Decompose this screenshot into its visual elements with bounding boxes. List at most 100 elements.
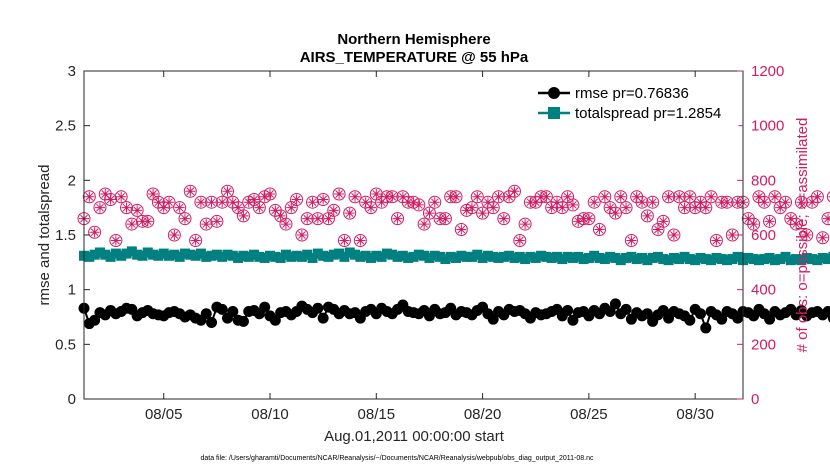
totalspread-point xyxy=(169,249,180,260)
y-tick-label: 1 xyxy=(68,282,76,299)
totalspread-point xyxy=(594,252,605,263)
y-axis-label: rmse and totalspread xyxy=(36,165,53,306)
rmse-point xyxy=(317,312,329,324)
obs-possible-point xyxy=(109,233,123,247)
obs-assimilated-point xyxy=(817,232,828,243)
obs-assimilated-point xyxy=(344,208,355,219)
obs-assimilated-point xyxy=(105,194,116,205)
obs-assimilated-point xyxy=(647,197,658,208)
x-axis-label: Aug.01,2011 00:00:00 start xyxy=(324,428,505,445)
obs-possible-point xyxy=(422,206,436,220)
obs-assimilated-point xyxy=(482,197,493,208)
totalspread-point xyxy=(658,254,669,265)
totalspread-point xyxy=(249,249,260,260)
totalspread-point xyxy=(472,249,483,260)
obs-assimilated-point xyxy=(456,224,467,235)
obs-assimilated-point xyxy=(722,197,733,208)
obs-assimilated-point xyxy=(419,219,430,230)
y2-tick-label: 200 xyxy=(751,336,776,353)
obs-possible-point xyxy=(364,201,378,215)
totalspread-point xyxy=(610,252,621,263)
totalspread-point xyxy=(307,252,318,263)
obs-assimilated-point xyxy=(201,219,212,230)
obs-possible-point xyxy=(656,214,670,228)
rmse-point xyxy=(620,303,632,315)
obs-assimilated-point xyxy=(121,202,132,213)
obs-assimilated-point xyxy=(110,235,121,246)
totalspread-point xyxy=(126,246,137,257)
totalspread-point xyxy=(350,249,361,260)
totalspread-point xyxy=(695,252,706,263)
obs-assimilated-point xyxy=(360,197,371,208)
totalspread-point xyxy=(270,251,281,262)
totalspread-point xyxy=(700,254,711,265)
obs-possible-point xyxy=(497,212,511,226)
obs-assimilated-point xyxy=(89,227,100,238)
totalspread-point xyxy=(360,250,371,261)
obs-assimilated-point xyxy=(615,191,626,202)
totalspread-point xyxy=(530,252,541,263)
obs-assimilated-point xyxy=(275,210,286,221)
obs-possible-point xyxy=(93,201,107,215)
obs-possible-point xyxy=(332,187,346,201)
totalspread-point xyxy=(743,252,754,263)
obs-possible-point xyxy=(327,203,341,217)
y2-tick-label: 800 xyxy=(751,172,776,189)
obs-assimilated-point xyxy=(626,235,637,246)
obs-assimilated-point xyxy=(557,202,568,213)
obs-assimilated-point xyxy=(265,189,276,199)
obs-assimilated-point xyxy=(812,191,823,202)
obs-possible-point xyxy=(130,203,144,217)
obs-possible-point xyxy=(263,187,277,201)
totalspread-point xyxy=(690,255,701,266)
obs-assimilated-point xyxy=(179,213,190,224)
totalspread-point xyxy=(663,255,674,266)
obs-assimilated-point xyxy=(599,191,610,202)
rmse-point xyxy=(312,302,324,314)
obs-assimilated-point xyxy=(158,202,169,213)
totalspread-point xyxy=(408,251,419,262)
rmse-point xyxy=(822,306,830,318)
obs-possible-point xyxy=(236,209,250,223)
totalspread-point xyxy=(100,249,111,260)
totalspread-point xyxy=(254,251,265,262)
totalspread-point xyxy=(217,251,228,262)
obs-possible-point xyxy=(428,195,442,209)
totalspread-point xyxy=(435,251,446,262)
obs-possible-point xyxy=(391,212,405,226)
totalspread-point xyxy=(759,254,770,265)
totalspread-point xyxy=(722,255,733,266)
y-tick-label: 2.5 xyxy=(55,118,76,135)
obs-assimilated-point xyxy=(743,213,754,224)
totalspread-point xyxy=(801,252,812,263)
obs-possible-point xyxy=(82,190,96,204)
obs-assimilated-point xyxy=(493,191,504,202)
obs-possible-point xyxy=(566,198,580,212)
y-tick-label: 0.5 xyxy=(55,336,76,353)
rmse-point xyxy=(227,306,239,318)
totalspread-point xyxy=(371,250,382,261)
totalspread-point xyxy=(764,252,775,263)
obs-assimilated-point xyxy=(270,205,281,216)
obs-assimilated-point xyxy=(339,235,350,246)
totalspread-point xyxy=(238,250,249,261)
rmse-point xyxy=(259,301,271,313)
y2-tick-label: 1000 xyxy=(751,118,784,135)
rmse-point xyxy=(657,304,669,316)
obs-assimilated-point xyxy=(514,235,525,246)
obs-possible-point xyxy=(353,233,367,247)
obs-assimilated-point xyxy=(488,202,499,213)
obs-assimilated-point xyxy=(195,197,206,208)
totalspread-point xyxy=(541,251,552,262)
y2-tick-label: 0 xyxy=(751,391,759,408)
totalspread-point xyxy=(424,252,435,263)
rmse-point xyxy=(641,308,653,320)
obs-assimilated-point xyxy=(334,189,345,199)
totalspread-point xyxy=(775,254,786,265)
y2-axis-label: # of obs: o=possible; ×=assimilated xyxy=(794,118,811,353)
obs-assimilated-point xyxy=(429,197,440,208)
totalspread-point xyxy=(674,254,685,265)
totalspread-point xyxy=(344,247,355,258)
obs-possible-point xyxy=(295,228,309,242)
